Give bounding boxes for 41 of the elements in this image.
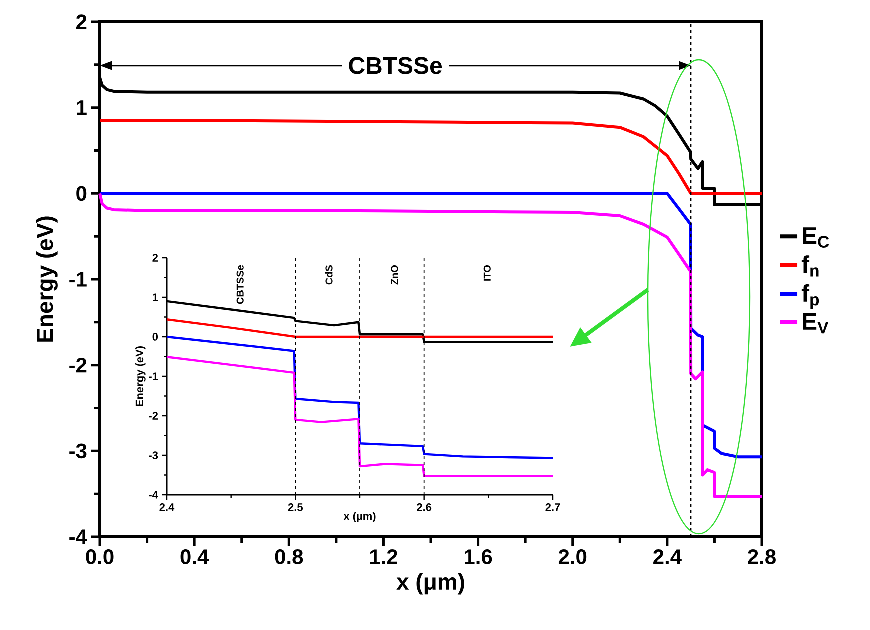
y-tick-label: -2: [149, 412, 158, 420]
y-tick-label: 2: [76, 14, 87, 30]
y-tick-label: 0: [152, 333, 158, 341]
x-axis-title: x (µm): [344, 512, 376, 522]
y-tick-label: -1: [70, 272, 87, 287]
annotation: CBTSSe: [236, 265, 244, 304]
legend-label: f$_{n}$: [802, 256, 819, 277]
y-tick-label: 2: [152, 254, 158, 262]
x-tick-label: 1.2: [370, 550, 398, 564]
x-tick-label: 2.4: [654, 550, 682, 564]
annotation: CdS: [325, 265, 333, 285]
y-tick-label: -4: [149, 491, 158, 499]
x-tick-label: 2.5: [288, 504, 303, 512]
x-tick-label: 0.0: [86, 550, 114, 564]
x-tick-label: 2.8: [748, 550, 776, 564]
x-tick-label: 1.6: [465, 550, 492, 564]
y-tick-label: 1: [77, 100, 87, 116]
y-tick-label: 1: [153, 294, 158, 302]
annotation: ZnO: [391, 266, 398, 285]
x-axis-title: x (μm): [396, 573, 464, 595]
line-series: [166, 356, 554, 478]
annotation: ITO: [484, 266, 491, 281]
y-tick-label: -1: [149, 372, 158, 380]
line-series: [166, 336, 554, 460]
y-axis-title: Energy (eV): [136, 346, 146, 406]
legend-label: E$_{C}$: [803, 228, 830, 248]
x-tick-label: 0.4: [180, 550, 210, 564]
x-tick-label: 2.0: [558, 550, 587, 564]
legend-label: E$_{V}$: [803, 313, 829, 334]
y-tick-label: 0: [76, 186, 87, 202]
y-axis-title: Energy (eV): [36, 216, 58, 342]
x-tick-label: 2.4: [160, 504, 175, 512]
y-tick-label: -4: [70, 530, 88, 544]
legend-label: f$_{p}$: [802, 284, 820, 310]
y-tick-label: -2: [70, 358, 87, 373]
x-tick-label: 2.6: [417, 504, 432, 512]
annotation: CBTSSe: [349, 57, 442, 74]
x-tick-label: 2.7: [546, 504, 560, 512]
y-tick-label: -3: [70, 444, 87, 459]
y-tick-label: -3: [149, 452, 158, 460]
x-tick-label: 0.8: [275, 550, 304, 564]
